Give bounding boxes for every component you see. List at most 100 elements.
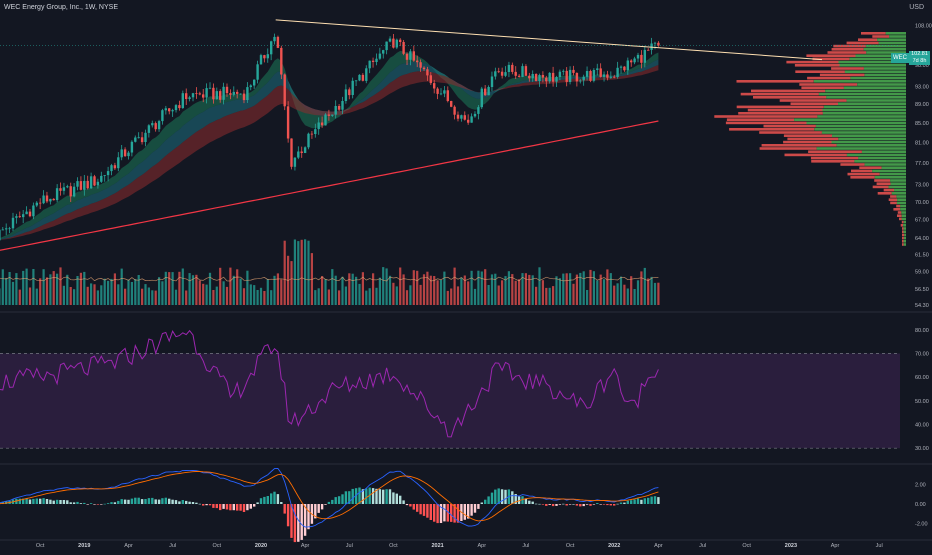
volume-bar <box>327 289 330 305</box>
candle-body <box>439 93 443 95</box>
candle-body <box>446 90 449 101</box>
candle-body <box>137 137 140 139</box>
volume-bar <box>399 267 402 305</box>
candle-body <box>392 38 395 48</box>
vp-sell <box>847 172 880 176</box>
macd-histogram-bar <box>636 498 640 504</box>
candle-body <box>310 133 314 135</box>
macd-histogram-bar <box>405 504 409 506</box>
volume-bar <box>110 278 113 305</box>
vp-buy <box>816 147 906 150</box>
volume-bar <box>266 279 269 305</box>
candle-body <box>35 202 38 206</box>
macd-histogram-bar <box>69 502 72 504</box>
candle-body <box>174 105 178 111</box>
macd-histogram-bar <box>327 501 331 504</box>
macd-histogram-bar <box>419 504 422 515</box>
vp-buy <box>864 163 906 166</box>
x-tick-label: Apr <box>124 543 133 549</box>
macd-histogram-bar <box>198 503 201 505</box>
macd-histogram-bar <box>548 504 551 505</box>
candle-body <box>589 71 592 81</box>
candle-body <box>388 38 392 42</box>
vp-sell <box>846 41 879 45</box>
volume-bar <box>144 284 147 305</box>
volume-bar <box>208 272 212 305</box>
macd-histogram-bar <box>236 504 239 511</box>
volume-bar <box>494 273 497 305</box>
vp-sell <box>799 83 858 86</box>
volume-bar <box>120 268 123 305</box>
x-tick-label: 2019 <box>78 543 90 549</box>
macd-histogram-bar <box>429 504 432 520</box>
macd-histogram-bar <box>154 499 157 504</box>
vp-buy <box>843 86 906 89</box>
vp-sell <box>888 198 898 201</box>
volume-bar <box>422 274 426 305</box>
vp-buy <box>850 76 906 80</box>
vp-buy <box>881 166 906 169</box>
candle-body <box>290 138 293 167</box>
candle-body <box>79 181 83 190</box>
vp-sell <box>738 112 823 115</box>
vp-buy <box>838 60 906 64</box>
candle-body <box>123 149 127 157</box>
rsi-tick-label: 30.00 <box>915 446 929 452</box>
candle-body <box>300 151 303 153</box>
vp-sell <box>811 160 855 163</box>
macd-histogram-bar <box>188 501 191 504</box>
candle-body <box>263 55 266 59</box>
grid-layer <box>0 311 932 541</box>
candle-body <box>514 71 517 76</box>
candle-body <box>456 114 460 119</box>
macd-histogram-bar <box>365 488 368 504</box>
volume-bar <box>636 280 640 305</box>
macd-histogram-bar <box>514 494 517 504</box>
vp-buy <box>825 89 906 93</box>
candle-body <box>331 114 334 116</box>
macd-histogram-bar <box>565 504 568 506</box>
macd-histogram-bar <box>334 497 337 504</box>
macd-histogram-bar <box>229 504 232 511</box>
vp-buy <box>903 220 906 224</box>
macd-histogram-bar <box>633 499 636 504</box>
macd-histogram-bar <box>103 503 106 505</box>
macd-histogram-bar <box>609 504 612 506</box>
macd-histogram-bar <box>382 489 385 504</box>
ema-mid-band <box>0 59 659 240</box>
macd-histogram-bar <box>86 504 89 505</box>
candle-body <box>643 49 646 63</box>
candle-body <box>219 91 222 100</box>
volume-bar <box>79 272 82 305</box>
macd-histogram-bar <box>422 504 426 516</box>
volume-bar <box>290 261 293 305</box>
price-tick-label: 70.00 <box>915 200 929 206</box>
macd-histogram-bar <box>147 498 151 504</box>
macd-histogram-bar <box>538 503 541 505</box>
candle-body <box>443 90 446 94</box>
vp-sell <box>902 227 904 230</box>
macd-histogram-bar <box>215 504 218 509</box>
volume-bar <box>439 280 443 305</box>
candle-body <box>416 60 419 63</box>
candle-body <box>324 114 327 126</box>
volume-bar <box>100 285 103 305</box>
vp-sell <box>714 115 818 118</box>
vp-buy <box>836 144 906 147</box>
macd-histogram-bar <box>127 499 130 504</box>
volume-bar <box>130 282 133 305</box>
candle-body <box>494 71 497 77</box>
volume-bar <box>49 274 52 305</box>
candle-body <box>504 72 507 76</box>
volume-bar <box>18 289 21 305</box>
volume-bar <box>310 253 313 305</box>
vp-sell <box>902 243 904 246</box>
vp-buy <box>823 105 906 109</box>
candle-body <box>524 66 528 76</box>
vp-sell <box>794 64 840 67</box>
candle-body <box>534 74 538 82</box>
candle-body <box>429 75 432 84</box>
macd-histogram-bar <box>191 502 195 504</box>
volume-bar <box>151 290 154 305</box>
macd-histogram-bar <box>286 504 290 527</box>
